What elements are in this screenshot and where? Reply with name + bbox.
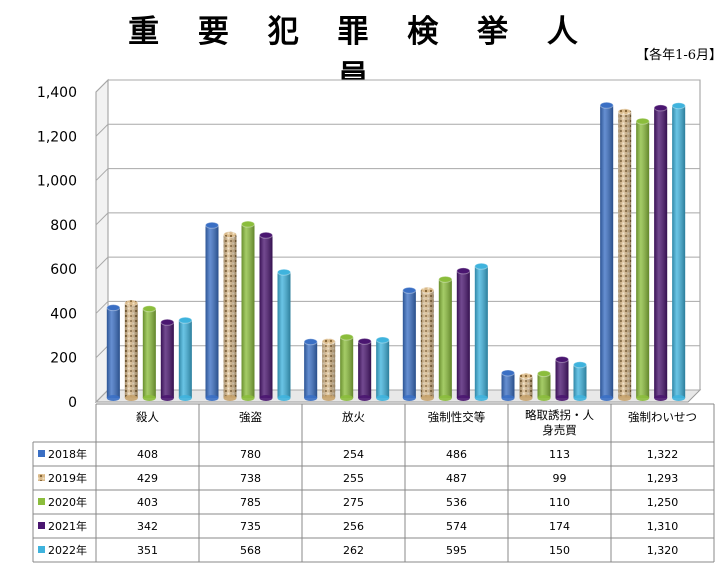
bar xyxy=(223,231,237,401)
bar xyxy=(402,286,417,401)
bar xyxy=(339,333,354,401)
data-label: 256 xyxy=(343,520,364,533)
legend-label: 2019年 xyxy=(48,471,87,485)
data-label: 1,310 xyxy=(647,520,679,533)
y-tick-label: 1,200 xyxy=(37,129,77,145)
bar xyxy=(537,370,551,401)
bar xyxy=(375,336,390,401)
data-label: 780 xyxy=(240,448,261,461)
bar xyxy=(671,102,686,401)
data-label: 342 xyxy=(137,520,158,533)
bar xyxy=(635,117,650,401)
data-label: 113 xyxy=(549,448,570,461)
legend-swatch xyxy=(38,498,45,505)
bar xyxy=(303,338,318,401)
bar xyxy=(438,275,453,401)
y-tick-label: 400 xyxy=(50,306,77,322)
legend-swatch xyxy=(38,546,45,553)
legend-label: 2021年 xyxy=(48,519,87,533)
gridline-side xyxy=(95,168,109,181)
bar xyxy=(599,101,614,401)
bar xyxy=(420,286,435,401)
data-label: 536 xyxy=(446,496,467,509)
data-label: 110 xyxy=(549,496,570,509)
bar xyxy=(106,304,121,401)
data-label: 735 xyxy=(240,520,261,533)
gridline-side xyxy=(95,301,109,314)
bar xyxy=(617,108,632,401)
bar xyxy=(160,318,175,401)
x-category-label: 強制性交等 xyxy=(428,410,486,424)
y-tick-label: 600 xyxy=(50,262,77,278)
data-label: 351 xyxy=(137,544,158,557)
bar xyxy=(205,221,219,401)
data-label: 254 xyxy=(343,448,364,461)
data-label: 275 xyxy=(343,496,364,509)
data-label: 738 xyxy=(240,472,261,485)
bar xyxy=(519,372,533,401)
gridline-side xyxy=(95,79,109,93)
bar xyxy=(357,337,372,401)
data-label: 1,322 xyxy=(647,448,679,461)
legend-swatch xyxy=(38,450,45,457)
y-tick-label: 800 xyxy=(50,218,77,234)
data-label: 262 xyxy=(343,544,364,557)
bar xyxy=(321,338,336,401)
bar xyxy=(555,355,569,401)
bar xyxy=(277,268,291,401)
x-category-label: 殺人 xyxy=(136,410,159,424)
legend-swatch xyxy=(38,522,45,529)
bar xyxy=(474,262,489,401)
chart-side-wall xyxy=(95,78,109,404)
bar xyxy=(501,369,515,401)
legend-swatch xyxy=(38,474,45,481)
y-tick-label: 0 xyxy=(68,395,77,411)
legend-label: 2022年 xyxy=(48,543,87,557)
data-label: 486 xyxy=(446,448,467,461)
bar xyxy=(124,299,139,401)
bar xyxy=(142,305,157,401)
gridline-side xyxy=(95,345,109,359)
gridline-side xyxy=(95,256,109,270)
x-category-label: 略取誘拐・人 xyxy=(525,408,594,422)
data-label: 429 xyxy=(137,472,158,485)
data-label: 568 xyxy=(240,544,261,557)
gridline-side xyxy=(95,212,109,226)
data-label: 255 xyxy=(343,472,364,485)
data-label: 408 xyxy=(137,448,158,461)
bar xyxy=(573,361,587,401)
data-label: 785 xyxy=(240,496,261,509)
bar xyxy=(456,267,471,401)
x-category-label: 強盗 xyxy=(239,410,262,424)
bar xyxy=(178,316,193,401)
gridline-side xyxy=(95,123,109,137)
legend-label: 2020年 xyxy=(48,495,87,509)
data-label: 1,320 xyxy=(647,544,679,557)
x-category-label: 放火 xyxy=(342,410,365,424)
data-label: 1,250 xyxy=(647,496,679,509)
data-label: 1,293 xyxy=(647,472,679,485)
bar xyxy=(653,104,668,401)
y-tick-label: 200 xyxy=(50,351,77,367)
gridline-side xyxy=(95,389,109,403)
data-label: 99 xyxy=(553,472,567,485)
x-category-label: 強制わいせつ xyxy=(628,410,697,424)
legend-label: 2018年 xyxy=(48,447,87,461)
data-label: 403 xyxy=(137,496,158,509)
y-tick-label: 1,000 xyxy=(37,174,77,190)
y-tick-label: 1,400 xyxy=(37,85,77,101)
bar xyxy=(241,220,255,401)
data-label: 174 xyxy=(549,520,570,533)
period-note: 【各年1-6月】 xyxy=(636,48,722,63)
x-category-label: 身売買 xyxy=(542,423,577,437)
bar xyxy=(259,231,273,401)
data-label: 487 xyxy=(446,472,467,485)
chart-title: 重 要 犯 罪 検 挙 人 員 xyxy=(128,14,592,95)
data-label: 150 xyxy=(549,544,570,557)
data-label: 595 xyxy=(446,544,467,557)
data-label: 574 xyxy=(446,520,467,533)
